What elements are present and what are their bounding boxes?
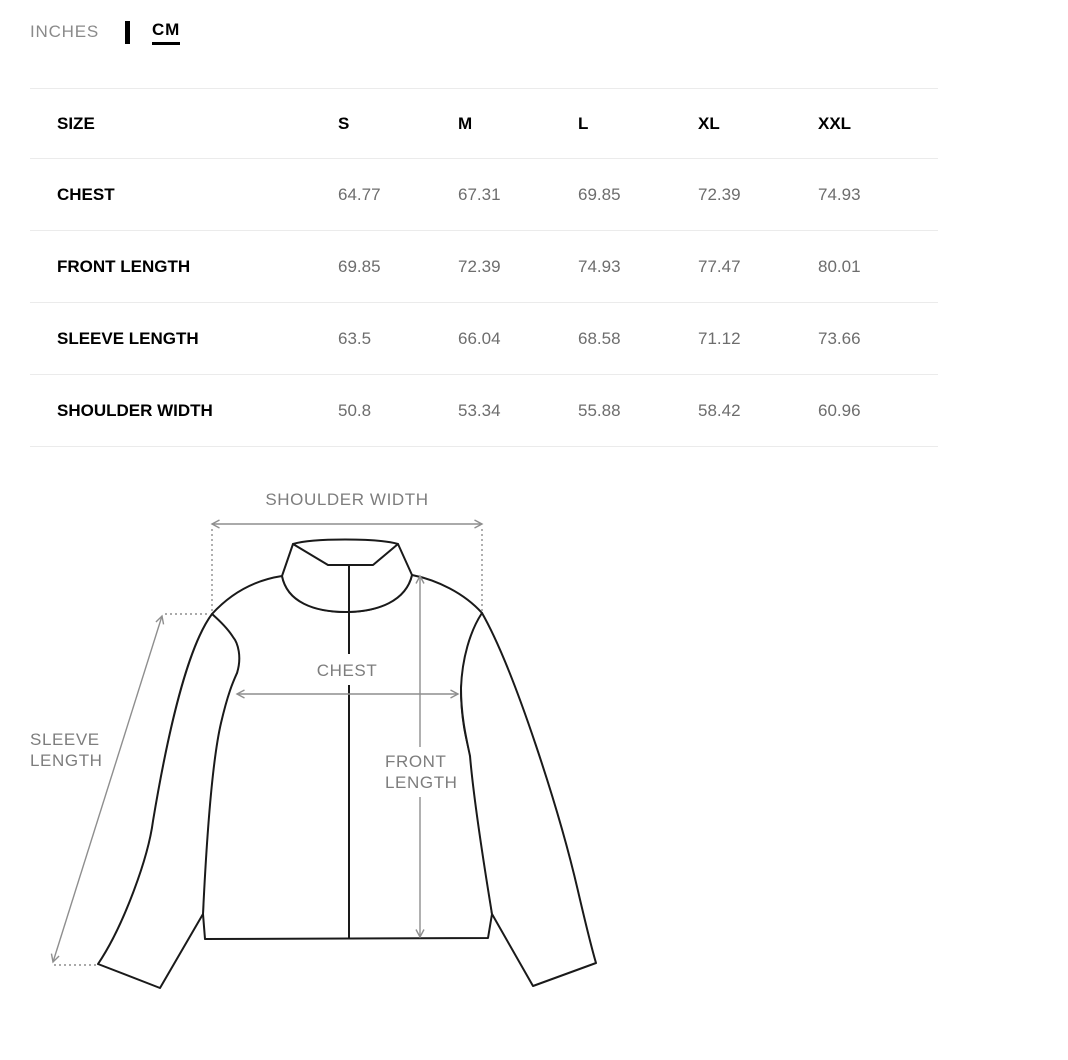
sleeve-length-label-line1: SLEEVE (30, 730, 100, 749)
tab-divider (125, 20, 131, 44)
cell-value: 58.42 (698, 374, 818, 447)
tab-cm[interactable]: CM (152, 20, 181, 45)
cell-value: 80.01 (818, 230, 938, 303)
cell-value: 72.39 (698, 158, 818, 231)
cell-value: 67.31 (458, 158, 578, 231)
jacket-measurement-diagram: SHOULDER WIDTH CHEST FRONT LENGTH SLEEVE… (20, 461, 660, 1041)
cell-value: 77.47 (698, 230, 818, 303)
table-row: CHEST 64.77 67.31 69.85 72.39 74.93 (30, 158, 938, 231)
front-length-label-line2: LENGTH (385, 773, 458, 792)
unit-toggle: INCHES CM (0, 0, 1068, 45)
cell-value: 71.12 (698, 302, 818, 375)
cell-value: 63.5 (338, 302, 458, 375)
cell-value: 69.85 (578, 158, 698, 231)
cell-value: 74.93 (818, 158, 938, 231)
front-length-label-backplate (378, 747, 466, 797)
header-size: SIZE (30, 88, 338, 159)
jacket-collar (281, 538, 413, 613)
cell-value: 60.96 (818, 374, 938, 447)
cell-value: 53.34 (458, 374, 578, 447)
chest-label: CHEST (317, 661, 378, 680)
cell-value: 64.77 (338, 158, 458, 231)
table-header-row: SIZE S M L XL XXL (30, 88, 938, 159)
header-col-l: L (578, 88, 698, 159)
cell-value: 69.85 (338, 230, 458, 303)
cell-value: 68.58 (578, 302, 698, 375)
shoulder-width-label: SHOULDER WIDTH (265, 490, 428, 509)
front-length-label-line1: FRONT (385, 752, 447, 771)
row-label-shoulder-width: SHOULDER WIDTH (30, 374, 338, 447)
size-chart-table: SIZE S M L XL XXL CHEST 64.77 67.31 69.8… (30, 88, 938, 447)
row-label-front-length: FRONT LENGTH (30, 230, 338, 303)
table-row: FRONT LENGTH 69.85 72.39 74.93 77.47 80.… (30, 230, 938, 303)
header-col-xl: XL (698, 88, 818, 159)
jacket-collar-fold (292, 543, 399, 566)
table-row: SLEEVE LENGTH 63.5 66.04 68.58 71.12 73.… (30, 302, 938, 375)
row-label-chest: CHEST (30, 158, 338, 231)
tab-inches[interactable]: INCHES (30, 22, 100, 41)
cell-value: 72.39 (458, 230, 578, 303)
cell-value: 55.88 (578, 374, 698, 447)
jacket-right-sleeve (460, 612, 597, 987)
cell-value: 50.8 (338, 374, 458, 447)
cell-value: 66.04 (458, 302, 578, 375)
header-col-xxl: XXL (818, 88, 938, 159)
chest-label-backplate (310, 654, 386, 685)
header-col-m: M (458, 88, 578, 159)
cell-value: 74.93 (578, 230, 698, 303)
sleeve-length-label-line2: LENGTH (30, 751, 103, 770)
sleeve-length-arrow (50, 614, 165, 964)
cell-value: 73.66 (818, 302, 938, 375)
jacket-diagram-svg: SHOULDER WIDTH CHEST FRONT LENGTH SLEEVE… (30, 490, 597, 989)
row-label-sleeve-length: SLEEVE LENGTH (30, 302, 338, 375)
table-row: SHOULDER WIDTH 50.8 53.34 55.88 58.42 60… (30, 374, 938, 447)
header-col-s: S (338, 88, 458, 159)
